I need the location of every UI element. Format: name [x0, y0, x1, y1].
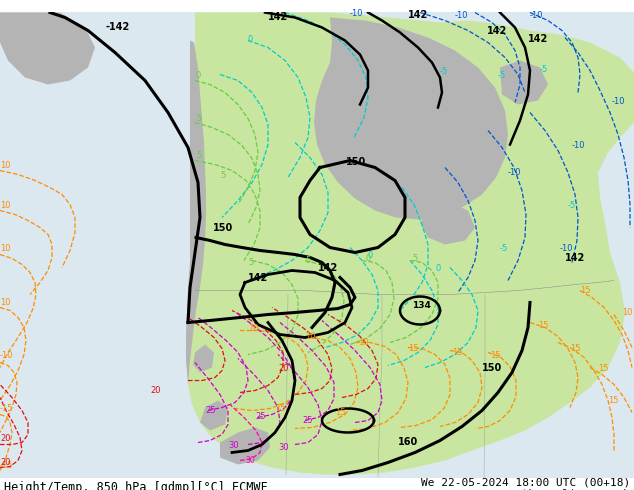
Text: -10: -10 — [530, 10, 543, 20]
Text: -10: -10 — [572, 141, 586, 149]
Text: 150: 150 — [346, 156, 366, 167]
Text: -5: -5 — [540, 66, 548, 74]
Polygon shape — [0, 13, 634, 477]
Text: 5: 5 — [196, 114, 201, 122]
Text: © weatheronline.co.uk: © weatheronline.co.uk — [488, 489, 630, 490]
Text: 15: 15 — [275, 403, 285, 413]
Polygon shape — [193, 344, 214, 372]
Text: 15: 15 — [608, 395, 619, 405]
Polygon shape — [413, 88, 492, 157]
Text: 142: 142 — [318, 263, 339, 272]
Text: 5: 5 — [220, 171, 225, 179]
Text: 5: 5 — [196, 150, 201, 160]
Polygon shape — [220, 427, 270, 465]
Text: 10: 10 — [248, 323, 259, 333]
Polygon shape — [186, 41, 206, 385]
Text: 142: 142 — [528, 34, 548, 45]
Text: 25: 25 — [205, 406, 216, 415]
Text: -10: -10 — [560, 244, 574, 252]
Text: 0: 0 — [365, 253, 370, 263]
Text: We 22-05-2024 18:00 UTC (00+18): We 22-05-2024 18:00 UTC (00+18) — [421, 477, 630, 488]
Text: 10: 10 — [0, 297, 11, 307]
Text: 15: 15 — [490, 350, 500, 360]
Text: -5: -5 — [498, 71, 507, 79]
Text: 30: 30 — [228, 441, 238, 449]
Text: 0: 0 — [248, 35, 253, 45]
Text: 30: 30 — [278, 442, 288, 451]
Text: -5: -5 — [568, 200, 576, 210]
Polygon shape — [314, 18, 508, 220]
Text: 142: 142 — [487, 26, 507, 36]
Text: 20: 20 — [0, 434, 11, 442]
Text: Height/Temp. 850 hPa [gdmp][°C] ECMWF: Height/Temp. 850 hPa [gdmp][°C] ECMWF — [4, 481, 268, 490]
Text: 5: 5 — [412, 253, 417, 263]
Text: 134: 134 — [412, 300, 431, 310]
Text: 5: 5 — [248, 258, 253, 267]
Polygon shape — [200, 400, 228, 431]
Polygon shape — [500, 60, 548, 104]
Text: 0: 0 — [368, 250, 373, 260]
Text: 10: 10 — [0, 161, 11, 170]
Text: 15: 15 — [452, 347, 462, 357]
Polygon shape — [420, 202, 475, 245]
Text: 15: 15 — [598, 364, 609, 372]
Text: -10: -10 — [350, 9, 363, 19]
Text: 20: 20 — [278, 364, 288, 372]
Text: 25: 25 — [302, 416, 313, 424]
Text: -5: -5 — [440, 68, 448, 76]
Text: -5: -5 — [500, 244, 508, 252]
Text: 30: 30 — [245, 456, 255, 465]
Text: 5: 5 — [305, 255, 310, 265]
Text: -10: -10 — [508, 168, 522, 176]
Text: 0: 0 — [435, 264, 440, 272]
Text: 142: 142 — [248, 272, 268, 283]
Text: 0: 0 — [196, 71, 201, 79]
Bar — [0, 477, 634, 490]
Text: 20: 20 — [0, 458, 11, 466]
Text: 25: 25 — [255, 412, 266, 420]
Text: 15: 15 — [538, 320, 548, 329]
Text: -10: -10 — [612, 98, 626, 106]
Text: 142: 142 — [268, 13, 288, 23]
Text: 142: 142 — [565, 252, 585, 263]
Text: 10: 10 — [0, 200, 11, 210]
Text: 10: 10 — [305, 332, 316, 341]
Text: 10: 10 — [0, 244, 11, 252]
Text: -142: -142 — [105, 23, 129, 32]
Text: 15: 15 — [335, 408, 346, 416]
Text: -10: -10 — [0, 350, 13, 360]
Text: 150: 150 — [213, 222, 233, 232]
Text: -15: -15 — [0, 461, 13, 469]
Polygon shape — [0, 13, 95, 84]
Text: 15: 15 — [570, 343, 581, 352]
Text: -15: -15 — [0, 403, 13, 413]
Text: 15: 15 — [580, 286, 590, 294]
Text: 10: 10 — [358, 338, 368, 346]
Text: 20: 20 — [150, 386, 160, 394]
Text: -10: -10 — [455, 11, 469, 21]
Text: 142: 142 — [408, 9, 428, 20]
Text: 160: 160 — [398, 437, 418, 446]
Text: 15: 15 — [408, 343, 418, 352]
Text: 10: 10 — [622, 308, 633, 317]
Polygon shape — [188, 13, 634, 474]
Text: 150: 150 — [482, 363, 502, 372]
